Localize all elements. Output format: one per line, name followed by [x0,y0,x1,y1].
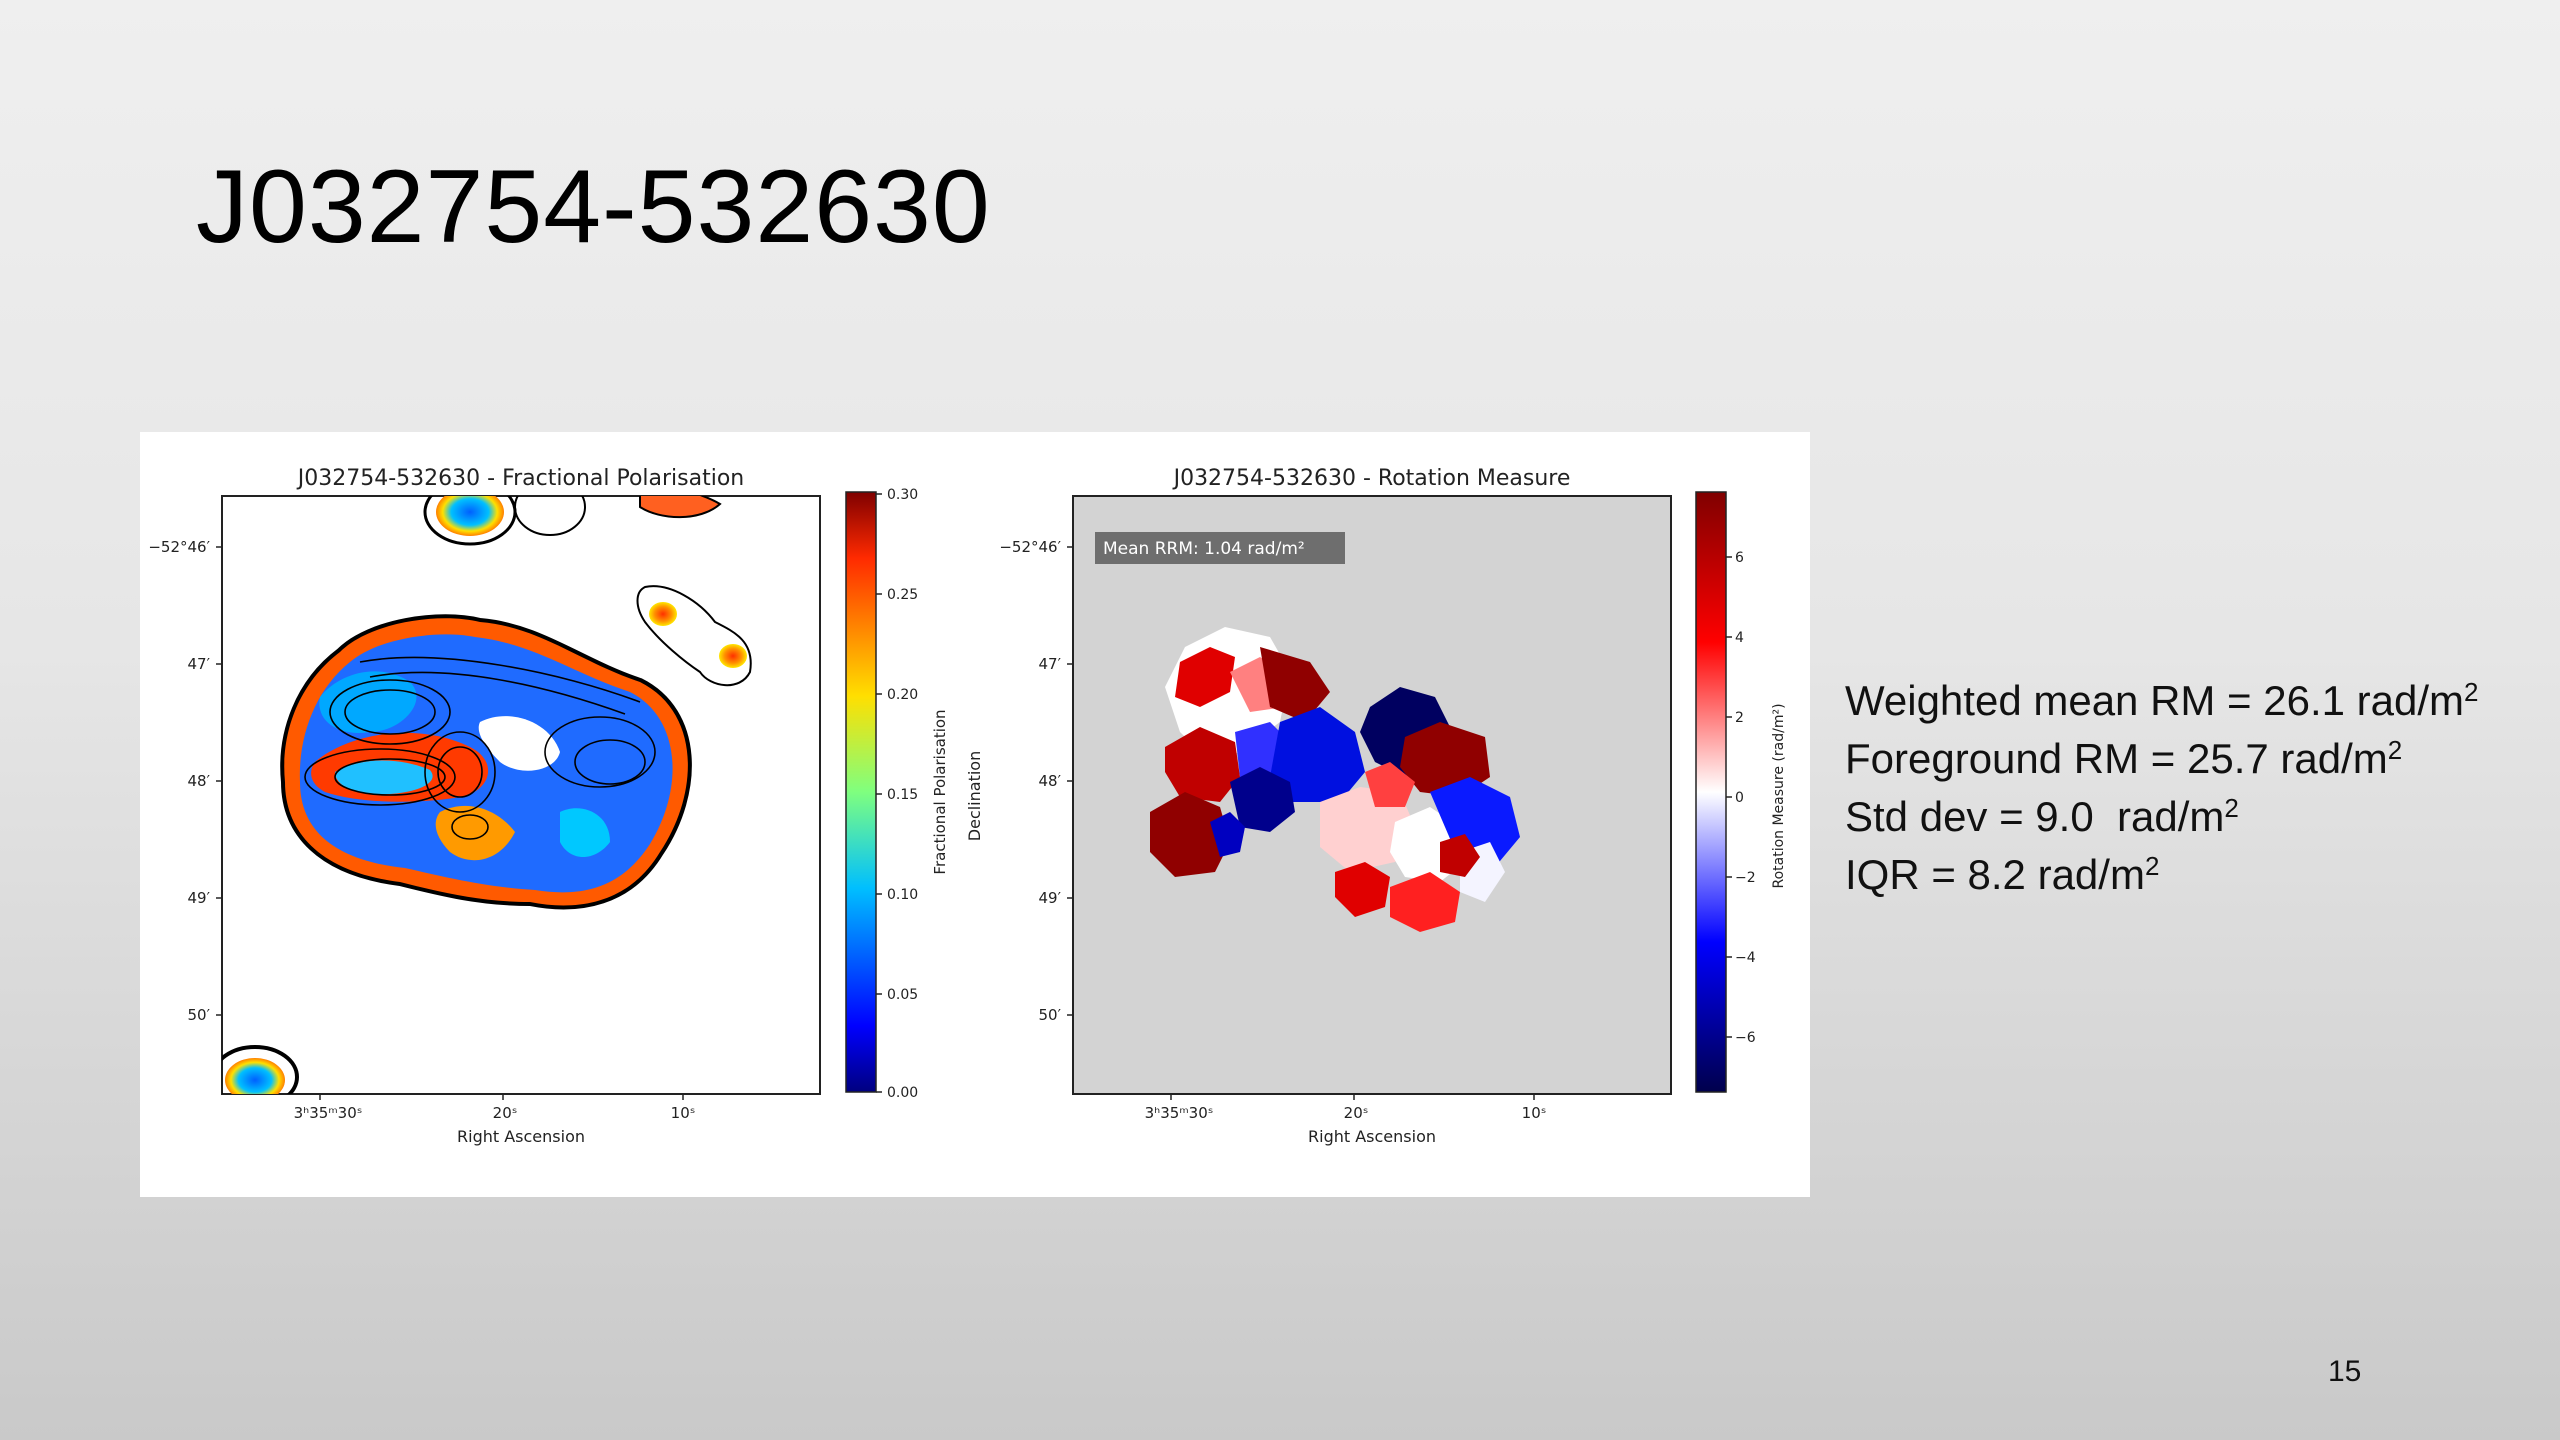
right-cbar-tick-0: 6 [1735,550,1744,566]
left-cbar-tick-5: 0.05 [887,987,918,1003]
superscript: 2 [2387,735,2403,765]
rm-statistics: Weighted mean RM = 26.1 rad/m2 Foregroun… [1845,672,2479,904]
right-y-tick-0: −52°46′ [999,538,1061,556]
iqr-rm: IQR = 8.2 rad/m2 [1845,846,2479,904]
right-x-tick-2: 10ˢ [1522,1104,1547,1122]
weighted-mean-rm-text: Weighted mean RM = 26.1 rad/m [1845,677,2465,724]
foreground-rm-text: Foreground RM = 25.7 rad/m [1845,735,2388,782]
right-cbar-tick-5: −4 [1735,950,1756,966]
page-number: 15 [2328,1355,2362,1388]
right-cbar-tick-1: 4 [1735,630,1744,646]
right-cbar-tick-2: 2 [1735,710,1744,726]
fractional-polarisation-plot: J032754-532630 - Fractional Polarisation [148,466,984,1146]
left-y-tick-0: −52°46′ [148,538,210,556]
left-cbar-tick-0: 0.30 [887,487,918,503]
right-y-tick-1: 47′ [1039,655,1062,673]
right-x-label: Right Ascension [1308,1127,1436,1146]
weighted-mean-rm: Weighted mean RM = 26.1 rad/m2 [1845,672,2479,730]
right-cbar-tick-3: 0 [1735,790,1744,806]
right-cbar-tick-6: −6 [1735,1030,1756,1046]
left-plot-title: J032754-532630 - Fractional Polarisation [296,466,745,491]
left-x-label: Right Ascension [457,1127,585,1146]
left-cbar-tick-1: 0.25 [887,587,918,603]
left-y-tick-4: 50′ [188,1006,211,1024]
left-x-tick-1: 20ˢ [493,1104,518,1122]
left-y-tick-2: 48′ [188,772,211,790]
slide-title: J032754-532630 [196,149,991,265]
left-cbar-label: Fractional Polarisation [931,709,949,874]
std-dev-rm-text: Std dev = 9.0 rad/m [1845,793,2225,840]
iqr-rm-text: IQR = 8.2 rad/m [1845,851,2145,898]
left-x-tick-0: 3ʰ35ᵐ30ˢ [294,1104,363,1122]
left-y-tick-1: 47′ [188,655,211,673]
left-x-tick-2: 10ˢ [671,1104,696,1122]
right-cbar-tick-4: −2 [1735,870,1756,886]
left-y-label: Declination [965,751,984,841]
right-colorbar [1695,491,1727,1093]
left-y-tick-3: 49′ [188,889,211,907]
right-y-tick-2: 48′ [1039,772,1062,790]
right-y-tick-4: 50′ [1039,1006,1062,1024]
std-dev-rm: Std dev = 9.0 rad/m2 [1845,788,2479,846]
figure-panel: J032754-532630 - Fractional Polarisation [140,432,1810,1197]
left-colorbar [845,491,877,1093]
rotation-measure-plot: J032754-532630 - Rotation Measure [999,466,1787,1146]
left-cbar-tick-2: 0.20 [887,687,918,703]
superscript: 2 [2224,793,2239,823]
left-cbar-tick-3: 0.15 [887,787,918,803]
left-cbar-tick-6: 0.00 [887,1085,918,1101]
right-x-tick-0: 3ʰ35ᵐ30ˢ [1145,1104,1214,1122]
right-y-tick-3: 49′ [1039,889,1062,907]
right-plot-title: J032754-532630 - Rotation Measure [1172,466,1571,491]
right-cbar-label: Rotation Measure (rad/m²) [1771,703,1787,888]
superscript: 2 [2144,851,2160,881]
right-x-tick-1: 20ˢ [1344,1104,1369,1122]
superscript: 2 [2464,677,2479,707]
left-cbar-tick-4: 0.10 [887,887,918,903]
mean-rrm-annotation: Mean RRM: 1.04 rad/m² [1103,539,1305,559]
right-plot-image [1150,627,1520,932]
mean-rrm-annotation-box [1095,532,1345,564]
figure-svg: J032754-532630 - Fractional Polarisation [148,466,1787,1146]
foreground-rm: Foreground RM = 25.7 rad/m2 [1845,730,2479,788]
left-plot-image [222,496,752,1094]
